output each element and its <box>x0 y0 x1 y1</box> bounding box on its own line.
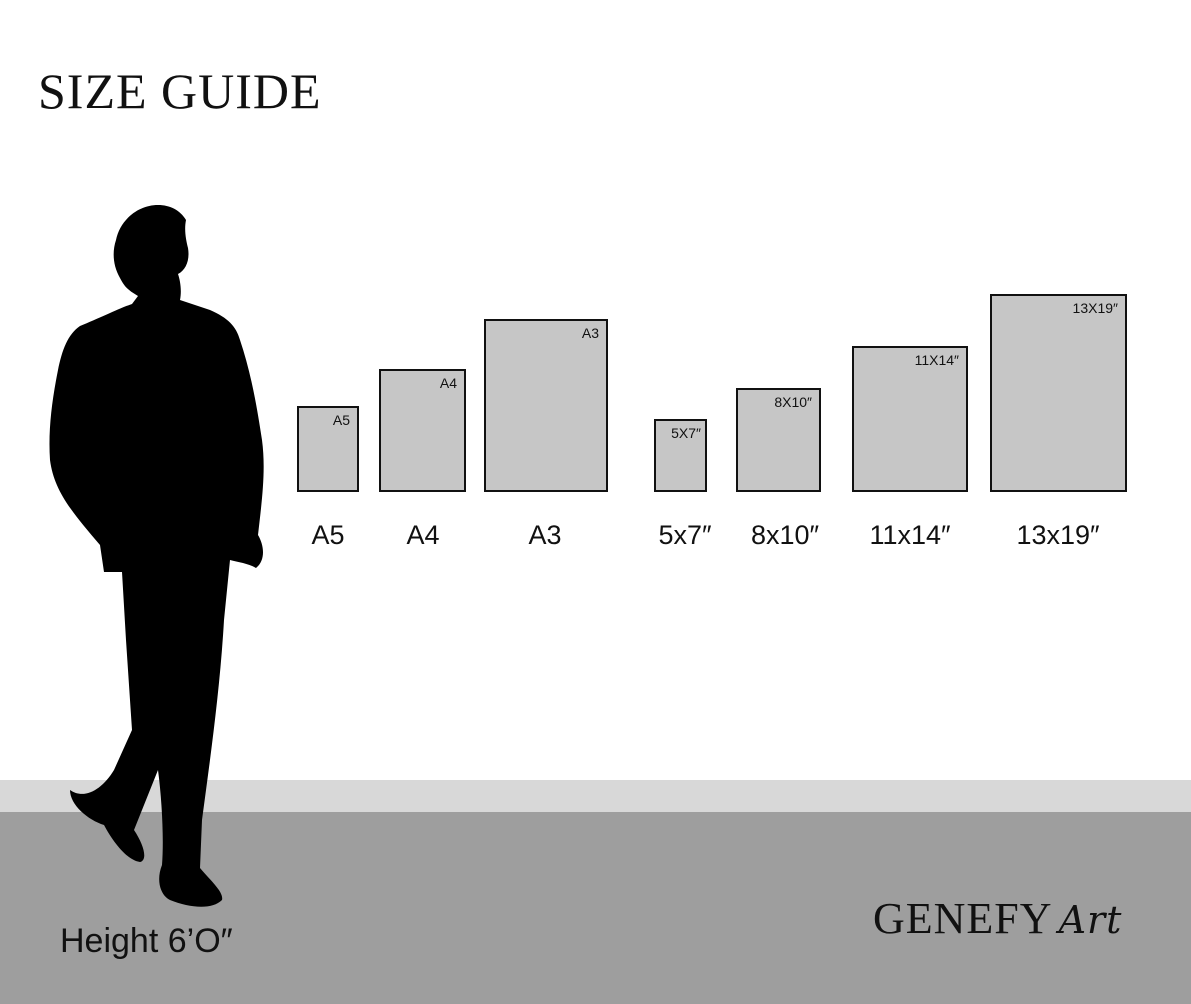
frame-tag: A4 <box>439 375 457 391</box>
size-label-11x14: 11x14″ <box>869 520 951 550</box>
frame-tag: 11X14″ <box>914 352 959 368</box>
frame-11x14: 11X14″ <box>852 346 968 492</box>
frame-tag: 5X7″ <box>671 425 701 441</box>
size-label-5x7: 5x7″ <box>658 520 712 550</box>
logo-name: GENEFY <box>873 894 1053 943</box>
logo-script: Art <box>1058 898 1123 942</box>
size-label-8x10: 8x10″ <box>750 520 820 550</box>
frame-8x10: 8X10″ <box>736 388 821 492</box>
frame-5x7: 5X7″ <box>654 419 707 492</box>
size-label-a3: A3 <box>528 520 562 550</box>
frame-tag: 8X10″ <box>774 394 812 410</box>
frame-a5: A5 <box>297 406 359 492</box>
frame-tag: A5 <box>332 412 350 428</box>
size-label-a5: A5 <box>311 520 345 550</box>
man-silhouette-icon <box>49 205 264 907</box>
frame-13x19: 13X19″ <box>990 294 1127 492</box>
brand-logo: GENEFY Art <box>873 893 1122 944</box>
size-label-a4: A4 <box>406 520 440 550</box>
frame-tag: A3 <box>581 325 599 341</box>
frame-tag: 13X19″ <box>1072 300 1118 316</box>
frame-a4: A4 <box>379 369 466 492</box>
page-title: SIZE GUIDE <box>38 63 322 119</box>
size-label-13x19: 13x19″ <box>1016 520 1100 550</box>
frame-a3: A3 <box>484 319 608 492</box>
height-label: Height 6’O″ <box>60 922 233 960</box>
